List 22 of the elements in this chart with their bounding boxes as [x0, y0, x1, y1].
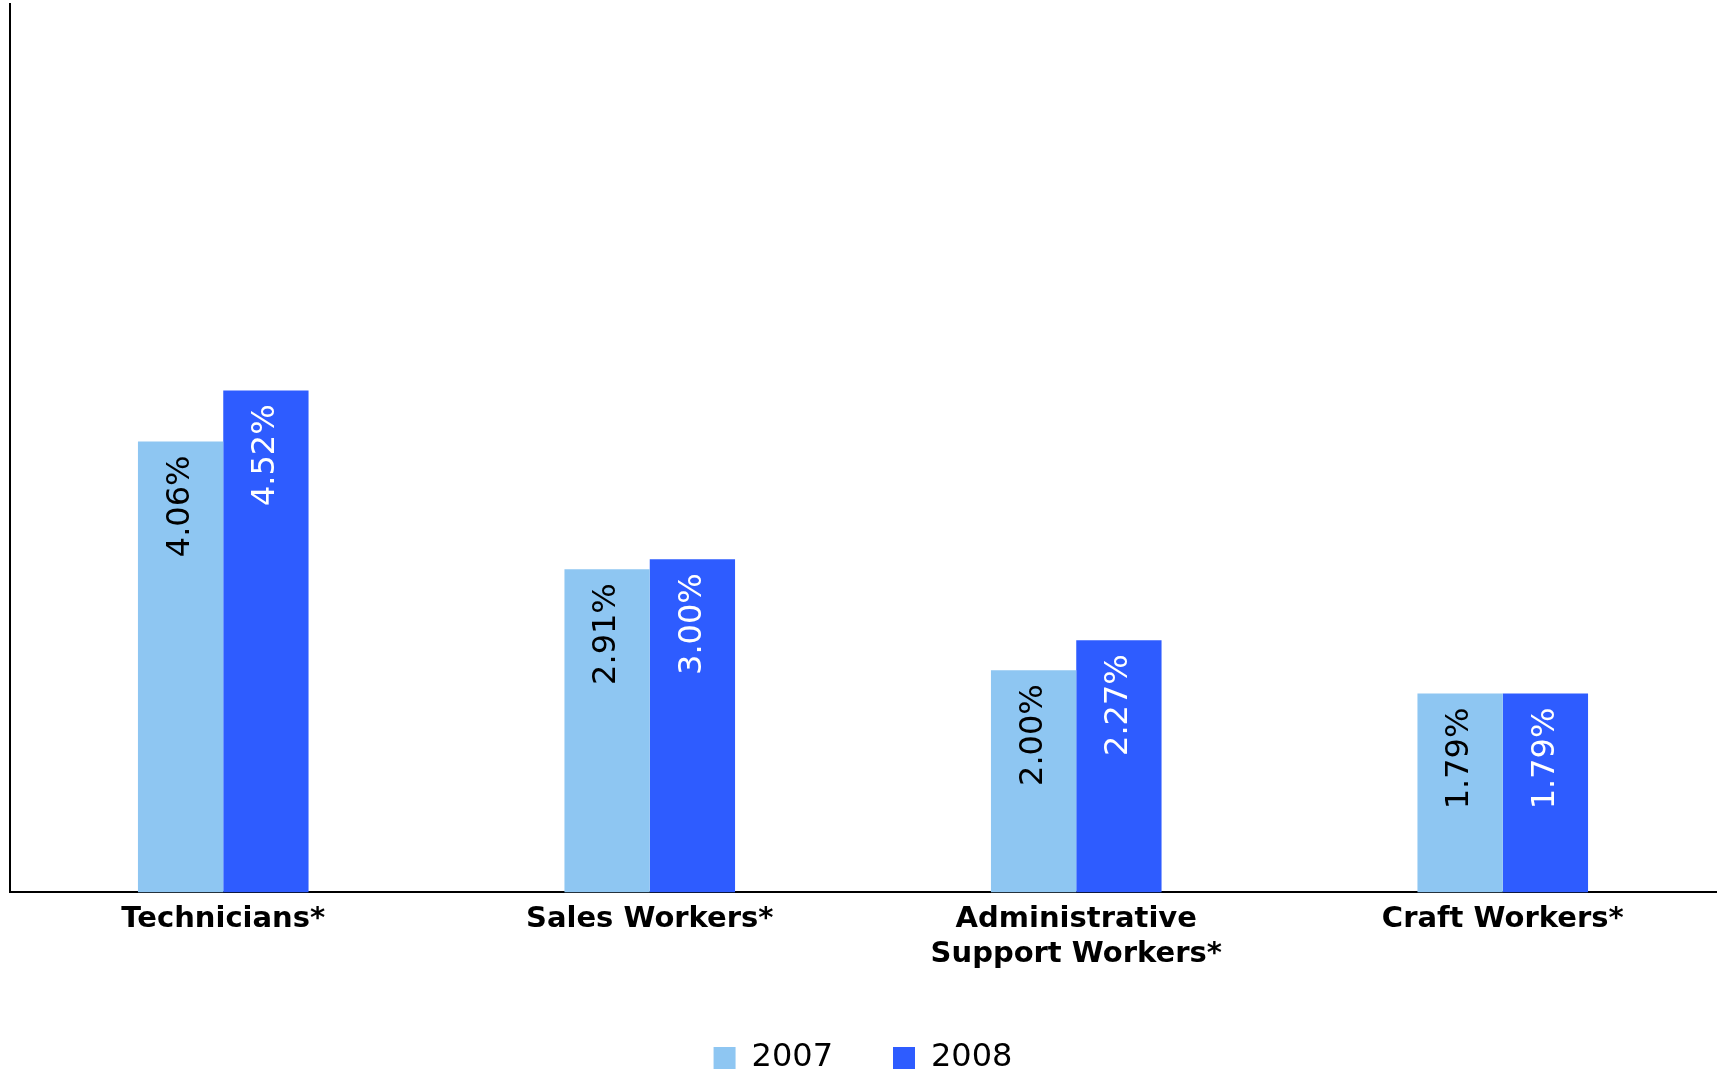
bar	[649, 559, 736, 893]
bar	[1076, 640, 1162, 893]
data-label: 4.52%	[244, 404, 283, 507]
data-label: 3.00%	[670, 573, 709, 675]
data-label: 1.79%	[1523, 707, 1562, 810]
bar	[1417, 693, 1503, 893]
data-label: 2.27%	[1097, 654, 1136, 756]
bar	[564, 569, 650, 893]
x-tick-label: Sales Workers*	[525, 900, 774, 935]
legend-label: 2008	[931, 1036, 1013, 1075]
data-label: 4.06%	[158, 455, 197, 558]
data-label: 2.00%	[1011, 684, 1050, 786]
x-tick-label: Technicians*	[121, 900, 326, 935]
bar	[990, 670, 1077, 893]
bar	[223, 390, 309, 893]
bar	[137, 441, 224, 893]
x-tick-label: Craft Workers*	[1381, 900, 1624, 935]
data-label: 2.91%	[585, 583, 624, 685]
legend-label: 2007	[751, 1036, 833, 1075]
bar	[1502, 693, 1589, 893]
data-label: 1.79%	[1438, 707, 1477, 810]
x-tick-label: Administrative Support Workers*	[930, 900, 1222, 970]
